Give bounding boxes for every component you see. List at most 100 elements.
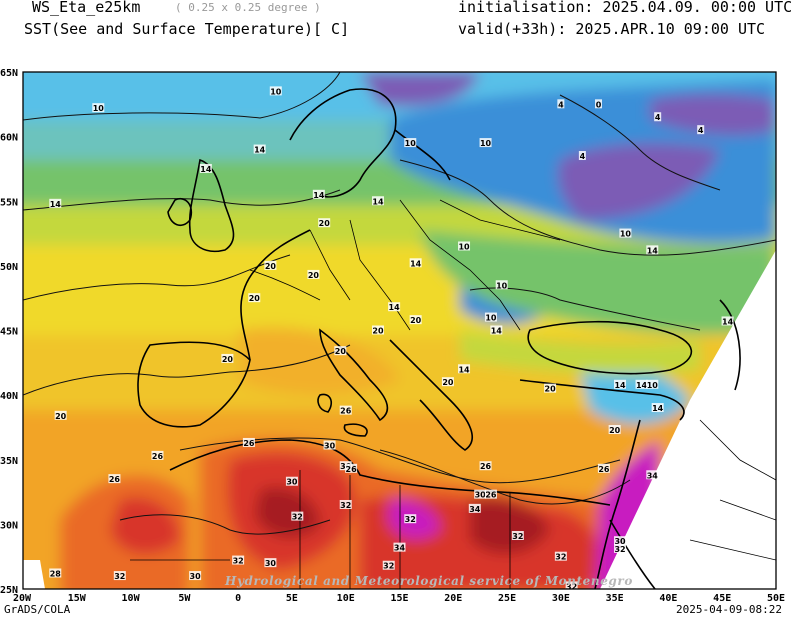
contour-label: 20: [265, 262, 277, 271]
contour-label: 4: [580, 152, 586, 161]
lat-label: 25N: [0, 585, 18, 596]
lat-label: 55N: [0, 197, 18, 208]
contour-label: 32: [405, 515, 416, 524]
lat-label: 40N: [0, 391, 18, 402]
contour-label: 32: [383, 562, 394, 571]
lat-label: 50N: [0, 262, 18, 273]
contour-label-bg: [345, 463, 358, 473]
contour-label: 20: [335, 347, 347, 356]
lon-label: 20E: [444, 593, 462, 604]
contour-label: 30: [190, 572, 202, 581]
contour-label-bg: [323, 440, 336, 450]
contour-label-bg: [511, 531, 524, 541]
contour-label: 32: [114, 572, 125, 581]
contour-label-bg: [441, 377, 454, 387]
contour-label: 30: [614, 537, 626, 546]
contour-label: 20: [442, 378, 454, 387]
contour-label-bg: [92, 103, 105, 113]
contour-label: 20: [222, 355, 234, 364]
contour-label: 14: [254, 146, 266, 155]
contour-label: 34: [647, 471, 659, 480]
contour-label-bg: [269, 86, 282, 96]
contour-label: 14: [389, 303, 401, 312]
contour-label: 14: [722, 317, 734, 326]
lon-label: 0: [235, 593, 241, 604]
contour-label: 14: [372, 197, 384, 206]
contour-label: 20: [55, 412, 67, 421]
contour-label: 34: [469, 505, 481, 514]
contour-label-bg: [49, 568, 62, 578]
contour-label: 10: [496, 281, 508, 290]
contour-label: 14: [313, 191, 325, 200]
contour-label: 14: [652, 404, 664, 413]
lon-label: 20W: [13, 593, 32, 604]
contour-label-bg: [49, 198, 62, 208]
contour-label: 20: [410, 316, 422, 325]
contour-label-bg: [479, 461, 492, 471]
contour-label: 4: [698, 126, 704, 135]
contour-label-bg: [721, 316, 734, 326]
lon-label: 5W: [178, 593, 191, 604]
contour-label-bg: [646, 470, 659, 480]
contour-label: 26: [109, 475, 121, 484]
contour-label: 26: [243, 439, 255, 448]
contour-label: 20: [319, 219, 331, 228]
credit-watermark: Hydrological and Meteorological service …: [224, 574, 633, 588]
contour-label-bg: [404, 514, 417, 524]
contour-label: 10: [620, 230, 632, 239]
contour-label: 20: [249, 294, 261, 303]
contour-label-bg: [597, 463, 610, 473]
contour-label: 26: [480, 462, 492, 471]
contour-label-bg: [635, 379, 648, 389]
contour-label: 14: [50, 200, 62, 209]
contour-label-bg: [646, 379, 659, 389]
contour-label: 14: [636, 381, 648, 390]
contour-label: 20: [609, 426, 621, 435]
contour-label-bg: [382, 560, 395, 570]
contour-label-bg: [339, 405, 352, 415]
initialisation-time: initialisation: 2025.04.09. 00:00 UTC: [458, 0, 793, 16]
contour-label-bg: [484, 312, 497, 322]
contour-label: 10: [485, 314, 497, 323]
contour-label: 34: [394, 544, 406, 553]
contour-label-bg: [291, 511, 304, 521]
contour-label: 26: [346, 465, 358, 474]
contour-label-bg: [264, 260, 277, 270]
contour-label-bg: [458, 364, 471, 374]
contour-label-bg: [654, 112, 662, 122]
plot-timestamp: 2025-04-09-08:22: [676, 603, 782, 616]
contour-label: 10: [480, 139, 492, 148]
contour-label-bg: [409, 258, 422, 268]
grid-resolution: ( 0.25 x 0.25 degree ): [175, 1, 321, 14]
contour-label-bg: [474, 489, 487, 499]
contour-label-bg: [388, 302, 401, 312]
contour-label-bg: [242, 437, 255, 447]
lon-label: 10W: [122, 593, 141, 604]
lat-label: 60N: [0, 133, 18, 144]
contour-label: 10: [458, 242, 470, 251]
model-name: WS_Eta_e25km: [32, 0, 141, 16]
contour-label: 32: [512, 532, 523, 541]
contour-label: 20: [308, 271, 320, 280]
contour-label: 32: [340, 501, 351, 510]
contour-label: 10: [405, 139, 417, 148]
contour-label: 4: [655, 113, 661, 122]
lon-label: 15E: [390, 593, 408, 604]
contour-label: 14: [410, 259, 422, 268]
contour-label: 26: [485, 491, 497, 500]
lon-label: 5E: [286, 593, 298, 604]
contour-label: 26: [340, 407, 352, 416]
contour-label-bg: [113, 571, 126, 581]
contour-label-bg: [614, 543, 627, 553]
contour-label-bg: [264, 558, 277, 568]
contour-label-bg: [490, 325, 503, 335]
contour-label: 14: [200, 165, 212, 174]
contour-label-bg: [479, 138, 492, 148]
contour-label-bg: [189, 571, 202, 581]
contour-label: 20: [545, 385, 557, 394]
contour-label-bg: [646, 245, 659, 255]
map-frame: [22, 71, 777, 590]
contour-label-bg: [371, 325, 384, 335]
contour-label: 0: [596, 100, 602, 109]
